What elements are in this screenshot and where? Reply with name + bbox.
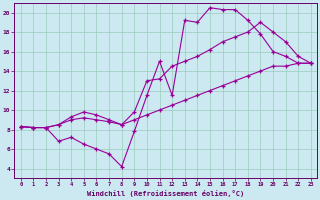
X-axis label: Windchill (Refroidissement éolien,°C): Windchill (Refroidissement éolien,°C) — [87, 190, 244, 197]
